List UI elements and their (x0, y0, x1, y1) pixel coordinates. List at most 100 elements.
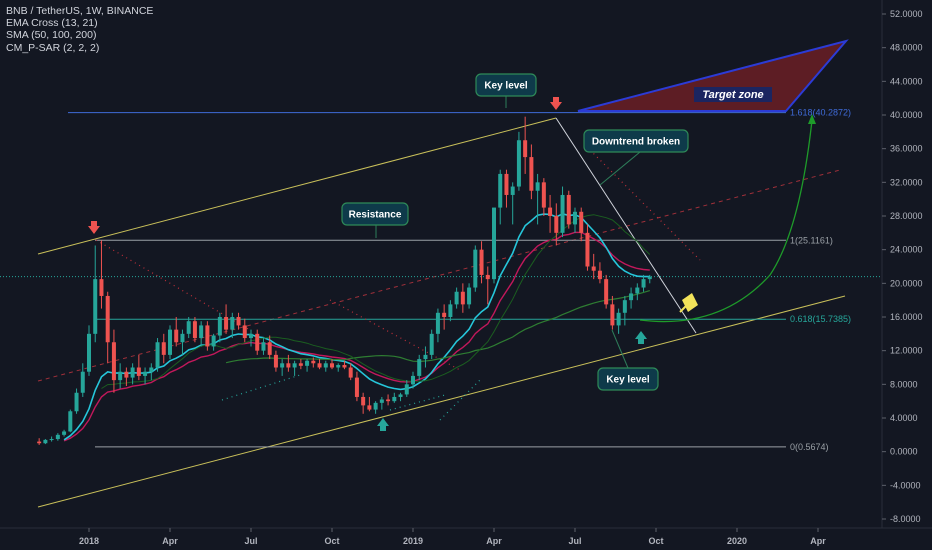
candle-body (647, 276, 652, 280)
sell-arrow-2018-stem (91, 221, 97, 226)
fib-level-label: 1(25.1161) (790, 235, 833, 245)
candle-body (186, 321, 191, 334)
sell-arrow-2018 (88, 226, 100, 234)
candle-body (479, 249, 484, 275)
candle-body (311, 360, 316, 364)
callout-text: Key level (606, 375, 650, 386)
candle-body (361, 396, 366, 406)
price-tick-label: 48.0000 (890, 43, 923, 53)
price-axis[interactable]: 52.0000 48.0000 44.0000 40.0000 36.0000 32.00… (882, 9, 923, 524)
candle-body (448, 304, 453, 317)
price-tick-label: 40.0000 (890, 110, 923, 120)
candle-body (236, 317, 241, 326)
candle-body (249, 333, 253, 339)
target-zone-label-bg (694, 87, 772, 102)
candle-body (130, 367, 135, 378)
highlight-marker (682, 293, 698, 312)
downtrend-line (555, 117, 697, 334)
candle-body (255, 333, 260, 351)
candle-body (93, 279, 98, 334)
candle-body (155, 342, 160, 368)
sar-dots-red (95, 239, 251, 331)
candle-body (585, 232, 590, 267)
candle-body (523, 140, 528, 158)
candle-body (68, 411, 73, 432)
price-tick-label: 28.0000 (890, 211, 923, 221)
chart-legend: BNB / TetherUS, 1W, BINANCE EMA Cross (1… (6, 5, 153, 54)
candle-body (192, 321, 197, 339)
candle-body (49, 439, 54, 441)
sar-dots-green (221, 374, 301, 401)
buy-arrow-oct (635, 331, 647, 339)
candle-body (485, 274, 490, 280)
sar-dots-red (589, 149, 701, 261)
candle-body (510, 186, 515, 195)
candle-body (80, 371, 85, 393)
candle-body (392, 396, 397, 402)
channel-lower-line (37, 295, 846, 508)
candle-body (516, 140, 521, 187)
candle-body (411, 375, 415, 385)
callout-box (341, 202, 409, 226)
price-tick-label: 52.0000 (890, 9, 923, 19)
time-axis[interactable]: 2018 Apr Jul Oct 2019 Apr Jul Oct 2020 Apr (79, 528, 826, 546)
callout: Downtrend broken (583, 129, 689, 186)
candle-body (442, 312, 447, 317)
price-tick-label: 20.0000 (890, 278, 923, 288)
candle-body (379, 399, 384, 403)
candle-body (367, 405, 372, 410)
legend-sma: SMA (50, 100, 200) (6, 29, 97, 42)
candle-body (373, 402, 378, 410)
candle-body (467, 287, 472, 305)
legend-sar: CM_P-SAR (2, 2, 2) (6, 41, 100, 54)
candle-body (161, 342, 166, 355)
candle-body (174, 329, 179, 343)
callout-box (597, 367, 659, 391)
price-tick-label: 8.0000 (890, 379, 918, 389)
candle-body (417, 359, 422, 376)
candle-body (610, 304, 615, 326)
candle-body (280, 363, 285, 368)
candle-body (548, 207, 553, 216)
candle-body (230, 317, 235, 330)
callout: Key level (597, 329, 659, 391)
callout-box (475, 73, 537, 97)
channel-upper-line (37, 117, 557, 255)
candle-body (168, 329, 172, 355)
annotations-layer: Key level Downtrend broken Resistance Key l… (88, 73, 698, 431)
candle-body (74, 392, 79, 412)
ema-21-line (63, 231, 650, 442)
candle-body (336, 364, 341, 368)
callout-pointer (611, 329, 629, 369)
projection-arrowhead (808, 114, 816, 124)
ema-13-line (63, 212, 650, 441)
candle-body (124, 371, 129, 378)
candle-body (273, 354, 278, 368)
time-tick-label: Oct (324, 536, 339, 546)
candle-body (573, 211, 577, 225)
candle-body (105, 295, 110, 343)
callout: Resistance (341, 202, 409, 238)
candle-body (111, 342, 116, 381)
price-tick-label: 16.0000 (890, 312, 923, 322)
time-tick-label: Apr (162, 536, 178, 546)
candle-body (224, 317, 229, 330)
candle-body (330, 363, 334, 368)
candle-body (180, 333, 185, 343)
candle-body (404, 384, 409, 395)
candle-body (641, 279, 646, 288)
time-tick-label: 2018 (79, 536, 99, 546)
candle-body (55, 434, 60, 440)
candle-body (604, 279, 609, 305)
candle-body (354, 377, 359, 397)
price-tick-label: 36.0000 (890, 144, 923, 154)
legend-symbol: BNB / TetherUS, 1W, BINANCE (6, 5, 154, 17)
candle-body (292, 363, 297, 368)
candle-body (423, 354, 428, 360)
candles (37, 116, 652, 445)
candle-body (143, 371, 148, 376)
candle-body (136, 367, 141, 376)
candle-body (211, 335, 216, 347)
price-tick-label: 24.0000 (890, 245, 923, 255)
